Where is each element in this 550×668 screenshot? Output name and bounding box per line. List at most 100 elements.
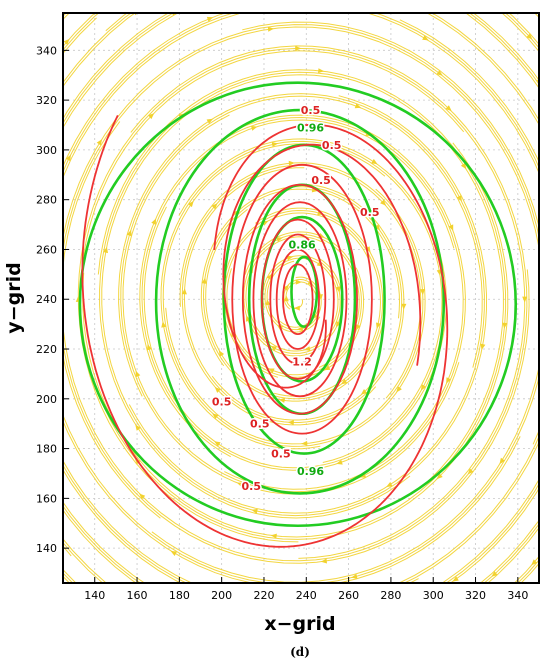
streamline-arrow (288, 160, 295, 166)
streamline-arrow (467, 468, 474, 475)
y-tick-label: 140 (36, 542, 57, 555)
streamline-arrow (420, 384, 427, 391)
x-tick-label: 180 (169, 589, 190, 602)
streamline-arrow (396, 386, 402, 393)
streamline-arrow (135, 424, 141, 431)
x-axis-ticks: 140 160 180 200 220 240 260 280 300 320 340 (84, 577, 528, 602)
streamline-arrow (48, 520, 54, 526)
streamline-arrow (371, 158, 378, 165)
streamline-arrow (456, 195, 462, 202)
x-tick-label: 140 (84, 589, 105, 602)
contour-label: 0.5 (212, 395, 232, 408)
streamline-arrow (206, 118, 214, 124)
streamline-arrow (304, 346, 311, 351)
streamline-arrow (445, 105, 452, 112)
streamline-arrow (251, 125, 258, 131)
contour-label: 0.5 (242, 480, 262, 493)
panel-label: (d) (290, 645, 310, 659)
y-tick-label: 180 (36, 443, 57, 456)
streamline-arrow (63, 38, 70, 45)
streamline-arrow (161, 321, 167, 328)
streamline-arrow (126, 229, 132, 237)
red-contour (282, 263, 314, 335)
contour-label: 0.86 (288, 238, 315, 251)
x-tick-label: 340 (507, 589, 528, 602)
y-tick-label: 280 (36, 194, 57, 207)
streamline-arrow (188, 200, 194, 208)
streamline-arrow (446, 377, 451, 384)
streamline-arrow (139, 493, 146, 500)
streamline-arrow (499, 457, 505, 465)
streamline-arrow (287, 420, 294, 426)
red-contour (269, 233, 327, 365)
streamline-arrow (283, 284, 289, 291)
streamline-arrow (283, 295, 289, 302)
streamline (63, 13, 539, 583)
streamline-arrow (270, 533, 277, 539)
streamline (63, 13, 539, 583)
red-contour-layer (81, 115, 449, 548)
streamline-arrow (522, 296, 528, 303)
streamline-arrow (376, 322, 381, 329)
streamline-arrow (436, 70, 443, 76)
streamline-arrow (276, 237, 283, 242)
streamline-arrow (170, 550, 177, 556)
red-contour (231, 163, 373, 435)
y-tick-label: 260 (36, 243, 57, 256)
streamline-arrow (386, 481, 393, 487)
contour-label: 0.5 (301, 104, 321, 117)
streamline-arrow (206, 16, 214, 22)
x-tick-label: 160 (127, 589, 148, 602)
streamline-arrow (213, 616, 220, 621)
streamline-arrow (96, 139, 103, 146)
streamline-arrow (296, 326, 304, 332)
y-axis-title: y−grid (3, 262, 25, 333)
streamline-arrow (448, 224, 454, 231)
streamline-arrow (295, 279, 302, 285)
streamline-arrow (480, 343, 486, 350)
streamline-arrow (452, 576, 459, 582)
streamline-arrow (351, 573, 358, 579)
contour-label: 1.2 (292, 355, 312, 368)
streamline-arrow (380, 199, 387, 206)
streamline-arrow (286, 255, 294, 261)
y-tick-label: 340 (36, 44, 57, 57)
streamline-arrow (401, 303, 407, 310)
green-contour-layer (78, 81, 518, 528)
contour-label: 0.5 (322, 139, 342, 152)
red-contour (275, 248, 320, 350)
streamline-arrow (45, 361, 50, 367)
streamline-arrow (531, 559, 538, 566)
streamline-arrow (267, 26, 274, 32)
streamline-arrow (295, 45, 302, 51)
streamline-arrow (318, 68, 325, 74)
streamline-arrow (422, 35, 429, 41)
streamline-arrow (335, 321, 341, 328)
streamline-arrow (420, 289, 425, 296)
streamline-arrow (270, 345, 277, 351)
green-contour (78, 81, 518, 528)
red-spiral-contour (81, 115, 449, 548)
streamline-arrow (148, 113, 155, 120)
streamline (63, 13, 539, 583)
y-tick-label: 320 (36, 94, 57, 107)
streamline-arrow (25, 56, 31, 62)
streamline-arrow (323, 365, 331, 371)
red-contour (260, 218, 335, 380)
streamline-arrow (271, 142, 279, 147)
contour-label: 0.5 (271, 448, 291, 461)
x-tick-label: 240 (296, 589, 317, 602)
streamline-arrow (320, 558, 327, 564)
streamline-arrow (146, 344, 152, 351)
y-axis-ticks: 140 160 180 200 220 240 260 280 300 320 340 (36, 44, 69, 555)
streamline-arrow (278, 398, 286, 403)
x-tick-label: 280 (380, 589, 401, 602)
streamline-arrow (277, 654, 283, 659)
streamline-arrow (65, 154, 71, 162)
streamline-arrow (265, 299, 271, 306)
contour-label: 0.96 (297, 121, 324, 134)
contour-label-layer: 0.5 0.96 0.5 0.5 0.5 0.86 1.2 0.5 0.5 0.5 0.96 0.5 (210, 103, 381, 495)
y-tick-label: 160 (36, 492, 57, 505)
